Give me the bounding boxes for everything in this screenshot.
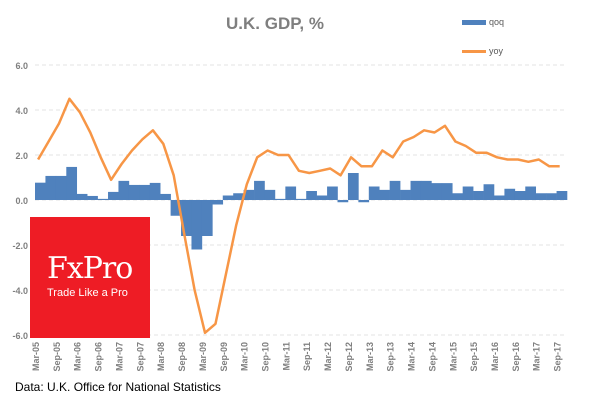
bar-qoq	[535, 193, 547, 200]
x-tick-label: Mar-14	[407, 342, 417, 371]
legend-item-yoy: yoy	[462, 46, 503, 56]
bar-qoq	[274, 198, 286, 200]
bar-qoq	[358, 200, 370, 203]
bar-qoq	[97, 198, 109, 200]
bar-qoq	[66, 166, 78, 200]
bar-qoq	[410, 180, 422, 200]
bar-qoq	[35, 182, 46, 200]
legend-swatch-yoy	[462, 49, 486, 53]
x-tick-label: Sep-16	[511, 342, 521, 372]
bar-qoq	[306, 191, 317, 200]
bar-qoq	[149, 182, 161, 200]
bar-qoq	[462, 186, 474, 200]
bar-qoq	[212, 200, 224, 205]
bar-qoq	[55, 175, 67, 200]
bar-qoq	[431, 183, 443, 200]
bar-qoq	[222, 195, 234, 200]
bar-qoq	[327, 186, 338, 200]
x-tick-label: Sep-09	[219, 342, 229, 372]
legend-swatch-qoq	[462, 19, 486, 25]
bar-qoq	[243, 189, 255, 200]
bar-qoq	[170, 200, 182, 216]
x-tick-label: Mar-12	[323, 342, 333, 371]
bar-qoq	[285, 186, 297, 200]
x-tick-label: Mar-16	[490, 342, 500, 371]
bar-qoq	[87, 195, 98, 200]
bar-qoq	[525, 186, 537, 200]
x-tick-label: Sep-13	[386, 342, 396, 372]
bar-qoq	[76, 193, 88, 200]
y-tick-label: 2.0	[15, 151, 28, 161]
bar-qoq	[337, 200, 349, 203]
bar-qoq	[201, 200, 213, 236]
x-tick-label: Mar-15	[448, 342, 458, 371]
logo-tagline: Trade Like a Pro	[47, 287, 128, 299]
x-tick-label: Mar-10	[240, 342, 250, 371]
x-tick-label: Sep-17	[553, 342, 563, 372]
x-tick-label: Mar-09	[198, 342, 208, 371]
bar-qoq	[347, 173, 359, 200]
line-yoy	[37, 97, 560, 335]
bar-qoq	[389, 180, 401, 200]
x-tick-label: Sep-05	[52, 342, 62, 372]
y-tick-label: -4.0	[12, 286, 28, 296]
x-tick-label: Mar-11	[281, 342, 291, 371]
x-tick-label: Sep-07	[135, 342, 145, 372]
x-tick-label: Mar-05	[31, 342, 41, 371]
bar-qoq	[45, 175, 57, 200]
y-tick-label: -6.0	[12, 331, 28, 341]
bar-qoq	[473, 191, 484, 200]
x-tick-label: Mar-13	[365, 342, 375, 371]
bar-qoq	[400, 189, 411, 200]
bar-qoq	[452, 193, 463, 200]
x-tick-label: Sep-06	[94, 342, 104, 372]
x-tick-label: Sep-11	[302, 342, 312, 371]
bar-qoq	[441, 183, 453, 200]
bar-qoq	[368, 186, 380, 200]
bar-qoq	[546, 193, 557, 200]
bar-qoq	[514, 191, 526, 200]
bar-qoq	[160, 193, 171, 200]
x-tick-label: Sep-08	[177, 342, 187, 372]
legend-item-qoq: qoq	[462, 17, 504, 27]
bar-qoq	[191, 200, 203, 250]
legend-label-qoq: qoq	[489, 17, 505, 27]
bar-qoq	[118, 180, 130, 200]
x-tick-label: Sep-12	[344, 342, 354, 372]
bar-qoq	[295, 198, 307, 200]
fxpro-logo: FxPro Trade Like a Pro	[30, 217, 150, 338]
y-tick-label: 0.0	[15, 196, 28, 206]
chart-title: U.K. GDP, %	[226, 14, 324, 33]
bar-qoq	[556, 191, 568, 200]
logo-brand: FxPro	[47, 251, 133, 286]
y-tick-label: -2.0	[12, 241, 28, 251]
legend-label-yoy: yoy	[489, 46, 504, 56]
bar-qoq	[128, 184, 140, 200]
bar-qoq	[264, 189, 276, 200]
data-source-note: Data: U.K. Office for National Statistic…	[15, 380, 221, 394]
bar-qoq	[316, 195, 328, 200]
bar-qoq	[181, 200, 192, 236]
bar-qoq	[108, 191, 119, 200]
y-tick-label: 4.0	[15, 106, 28, 116]
x-tick-label: Mar-08	[156, 342, 166, 371]
x-tick-label: Mar-07	[114, 342, 124, 371]
bar-qoq	[493, 195, 505, 200]
x-tick-label: Mar-06	[73, 342, 83, 371]
y-tick-label: 6.0	[15, 61, 28, 71]
x-tick-label: Sep-14	[427, 342, 437, 372]
bar-qoq	[233, 193, 244, 200]
bar-qoq	[254, 180, 265, 200]
x-tick-label: Sep-15	[469, 342, 479, 372]
bar-qoq	[379, 189, 390, 200]
bar-qoq	[420, 180, 432, 200]
bar-qoq	[483, 184, 495, 200]
x-tick-label: Mar-17	[532, 342, 542, 371]
bar-qoq	[139, 184, 151, 200]
bar-qoq	[504, 188, 516, 200]
x-tick-label: Sep-10	[260, 342, 270, 372]
